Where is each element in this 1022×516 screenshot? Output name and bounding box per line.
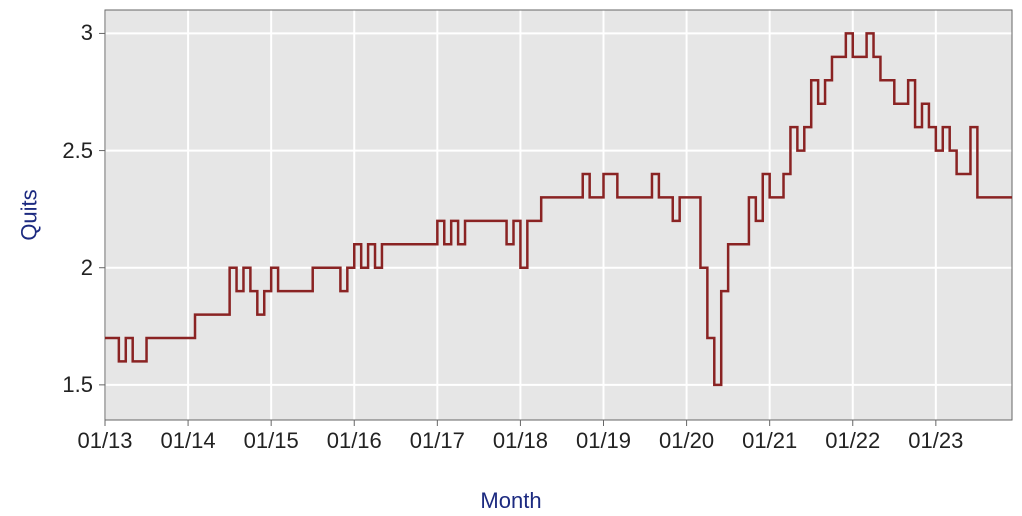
x-axis-label: Month <box>0 488 1022 514</box>
y-tick-label: 1.5 <box>62 374 93 396</box>
y-tick-label: 3 <box>81 22 93 44</box>
x-tick-label: 01/22 <box>825 430 880 452</box>
x-tick-label: 01/19 <box>576 430 631 452</box>
x-tick-label: 01/16 <box>327 430 382 452</box>
x-tick-label: 01/15 <box>244 430 299 452</box>
x-tick-label: 01/21 <box>742 430 797 452</box>
y-tick-label: 2 <box>81 257 93 279</box>
y-tick-label: 2.5 <box>62 140 93 162</box>
x-tick-label: 01/14 <box>161 430 216 452</box>
x-tick-label: 01/13 <box>77 430 132 452</box>
y-axis-label: Quits <box>17 189 43 240</box>
line-chart: Quits Month 01/13 01/14 01/15 01/16 01/17 01/… <box>0 0 1022 516</box>
x-tick-label: 01/23 <box>908 430 963 452</box>
x-tick-label: 01/20 <box>659 430 714 452</box>
x-tick-label: 01/17 <box>410 430 465 452</box>
x-tick-label: 01/18 <box>493 430 548 452</box>
